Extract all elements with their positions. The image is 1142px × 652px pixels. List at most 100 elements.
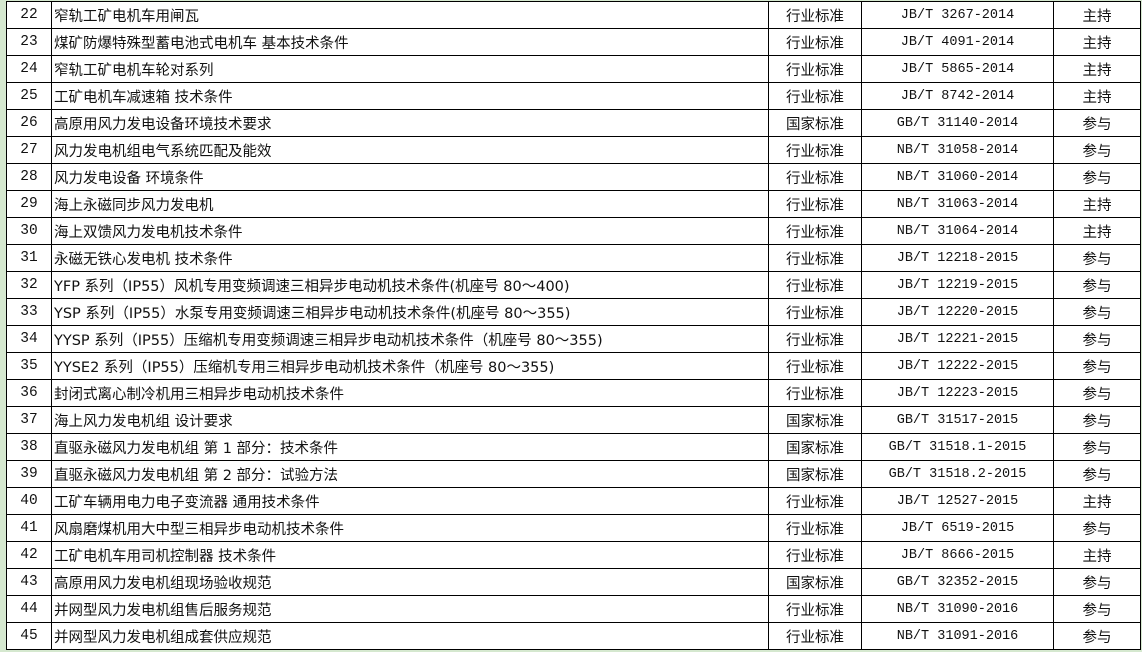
standard-code: NB/T 31064-2014 bbox=[861, 217, 1054, 245]
standard-code: JB/T 5865-2014 bbox=[861, 55, 1054, 83]
participation-role: 主持 bbox=[1053, 82, 1141, 110]
standard-type: 行业标准 bbox=[768, 325, 862, 353]
standard-title: 窄轨工矿电机车轮对系列 bbox=[51, 55, 769, 83]
participation-role: 参与 bbox=[1053, 568, 1141, 596]
table-row: 28 风力发电设备 环境条件 行业标准 NB/T 31060-2014 参与 bbox=[6, 163, 1141, 191]
row-number: 42 bbox=[6, 541, 52, 569]
table-row: 22 窄轨工矿电机车用闸瓦 行业标准 JB/T 3267-2014 主持 bbox=[6, 1, 1141, 29]
standard-code: JB/T 8742-2014 bbox=[861, 82, 1054, 110]
standard-title: YYSE2 系列（IP55）压缩机专用三相异步电动机技术条件（机座号 80～35… bbox=[51, 352, 769, 380]
standard-type: 行业标准 bbox=[768, 271, 862, 299]
standard-title: YFP 系列（IP55）风机专用变频调速三相异步电动机技术条件(机座号 80～4… bbox=[51, 271, 769, 299]
table-row: 34 YYSP 系列（IP55）压缩机专用变频调速三相异步电动机技术条件（机座号 … bbox=[6, 325, 1141, 353]
standard-title: 直驱永磁风力发电机组 第 1 部分：技术条件 bbox=[51, 433, 769, 461]
participation-role: 参与 bbox=[1053, 595, 1141, 623]
row-number: 39 bbox=[6, 460, 52, 488]
row-number: 34 bbox=[6, 325, 52, 353]
standard-code: JB/T 8666-2015 bbox=[861, 541, 1054, 569]
participation-role: 主持 bbox=[1053, 1, 1141, 29]
standard-type: 行业标准 bbox=[768, 163, 862, 191]
table-row: 37 海上风力发电机组 设计要求 国家标准 GB/T 31517-2015 参与 bbox=[6, 406, 1141, 434]
standard-type: 国家标准 bbox=[768, 406, 862, 434]
standard-code: JB/T 12223-2015 bbox=[861, 379, 1054, 407]
standard-title: 煤矿防爆特殊型蓄电池式电机车 基本技术条件 bbox=[51, 28, 769, 56]
standard-type: 行业标准 bbox=[768, 28, 862, 56]
standard-type: 行业标准 bbox=[768, 514, 862, 542]
standard-type: 行业标准 bbox=[768, 217, 862, 245]
standard-type: 行业标准 bbox=[768, 1, 862, 29]
standard-type: 国家标准 bbox=[768, 109, 862, 137]
row-number: 30 bbox=[6, 217, 52, 245]
standard-type: 国家标准 bbox=[768, 433, 862, 461]
row-number: 36 bbox=[6, 379, 52, 407]
standard-title: 并网型风力发电机组售后服务规范 bbox=[51, 595, 769, 623]
table-row: 42 工矿电机车用司机控制器 技术条件 行业标准 JB/T 8666-2015 主持 bbox=[6, 541, 1141, 569]
standard-code: GB/T 32352-2015 bbox=[861, 568, 1054, 596]
row-number: 26 bbox=[6, 109, 52, 137]
standard-type: 行业标准 bbox=[768, 190, 862, 218]
row-number: 41 bbox=[6, 514, 52, 542]
row-number: 28 bbox=[6, 163, 52, 191]
standard-title: 海上永磁同步风力发电机 bbox=[51, 190, 769, 218]
participation-role: 主持 bbox=[1053, 190, 1141, 218]
standard-title: 工矿电机车减速箱 技术条件 bbox=[51, 82, 769, 110]
participation-role: 主持 bbox=[1053, 28, 1141, 56]
standard-code: NB/T 31063-2014 bbox=[861, 190, 1054, 218]
table-row: 23 煤矿防爆特殊型蓄电池式电机车 基本技术条件 行业标准 JB/T 4091-201… bbox=[6, 28, 1141, 56]
standard-type: 行业标准 bbox=[768, 82, 862, 110]
row-number: 24 bbox=[6, 55, 52, 83]
standard-code: JB/T 12221-2015 bbox=[861, 325, 1054, 353]
table-row: 36 封闭式离心制冷机用三相异步电动机技术条件 行业标准 JB/T 12223-201… bbox=[6, 379, 1141, 407]
standard-type: 行业标准 bbox=[768, 379, 862, 407]
standard-title: 高原用风力发电设备环境技术要求 bbox=[51, 109, 769, 137]
table-row: 26 高原用风力发电设备环境技术要求 国家标准 GB/T 31140-2014 参与 bbox=[6, 109, 1141, 137]
row-number: 45 bbox=[6, 622, 52, 650]
row-number: 22 bbox=[6, 1, 52, 29]
participation-role: 参与 bbox=[1053, 244, 1141, 272]
participation-role: 主持 bbox=[1053, 217, 1141, 245]
table-row: 30 海上双馈风力发电机技术条件 行业标准 NB/T 31064-2014 主持 bbox=[6, 217, 1141, 245]
standard-title: 永磁无铁心发电机 技术条件 bbox=[51, 244, 769, 272]
standard-title: 高原用风力发电机组现场验收规范 bbox=[51, 568, 769, 596]
table-row: 27 风力发电机组电气系统匹配及能效 行业标准 NB/T 31058-2014 参与 bbox=[6, 136, 1141, 164]
standard-code: JB/T 12219-2015 bbox=[861, 271, 1054, 299]
standard-code: NB/T 31060-2014 bbox=[861, 163, 1054, 191]
participation-role: 参与 bbox=[1053, 271, 1141, 299]
table-row: 31 永磁无铁心发电机 技术条件 行业标准 JB/T 12218-2015 参与 bbox=[6, 244, 1141, 272]
standard-code: GB/T 31518.1-2015 bbox=[861, 433, 1054, 461]
table-row: 24 窄轨工矿电机车轮对系列 行业标准 JB/T 5865-2014 主持 bbox=[6, 55, 1141, 83]
table-row: 33 YSP 系列（IP55）水泵专用变频调速三相异步电动机技术条件(机座号 80… bbox=[6, 298, 1141, 326]
participation-role: 参与 bbox=[1053, 460, 1141, 488]
participation-role: 参与 bbox=[1053, 514, 1141, 542]
participation-role: 参与 bbox=[1053, 109, 1141, 137]
participation-role: 参与 bbox=[1053, 136, 1141, 164]
table-row: 43 高原用风力发电机组现场验收规范 国家标准 GB/T 32352-2015 参与 bbox=[6, 568, 1141, 596]
standard-type: 行业标准 bbox=[768, 541, 862, 569]
participation-role: 参与 bbox=[1053, 163, 1141, 191]
standard-code: GB/T 31517-2015 bbox=[861, 406, 1054, 434]
row-number: 38 bbox=[6, 433, 52, 461]
table-row: 41 风扇磨煤机用大中型三相异步电动机技术条件 行业标准 JB/T 6519-2015… bbox=[6, 514, 1141, 542]
row-number: 29 bbox=[6, 190, 52, 218]
standard-code: JB/T 6519-2015 bbox=[861, 514, 1054, 542]
row-number: 23 bbox=[6, 28, 52, 56]
participation-role: 参与 bbox=[1053, 406, 1141, 434]
participation-role: 参与 bbox=[1053, 379, 1141, 407]
standards-table: 22 窄轨工矿电机车用闸瓦 行业标准 JB/T 3267-2014 主持 23 煤矿防爆特殊… bbox=[6, 1, 1141, 650]
participation-role: 主持 bbox=[1053, 487, 1141, 515]
table-row: 38 直驱永磁风力发电机组 第 1 部分：技术条件 国家标准 GB/T 31518.1… bbox=[6, 433, 1141, 461]
standard-type: 行业标准 bbox=[768, 487, 862, 515]
standard-type: 行业标准 bbox=[768, 352, 862, 380]
table-row: 45 并网型风力发电机组成套供应规范 行业标准 NB/T 31091-2016 参与 bbox=[6, 622, 1141, 650]
row-number: 44 bbox=[6, 595, 52, 623]
row-number: 32 bbox=[6, 271, 52, 299]
row-number: 31 bbox=[6, 244, 52, 272]
standard-code: GB/T 31140-2014 bbox=[861, 109, 1054, 137]
participation-role: 参与 bbox=[1053, 352, 1141, 380]
standard-title: 工矿电机车用司机控制器 技术条件 bbox=[51, 541, 769, 569]
standard-type: 行业标准 bbox=[768, 244, 862, 272]
row-number: 35 bbox=[6, 352, 52, 380]
standard-type: 行业标准 bbox=[768, 55, 862, 83]
row-number: 40 bbox=[6, 487, 52, 515]
standard-code: GB/T 31518.2-2015 bbox=[861, 460, 1054, 488]
